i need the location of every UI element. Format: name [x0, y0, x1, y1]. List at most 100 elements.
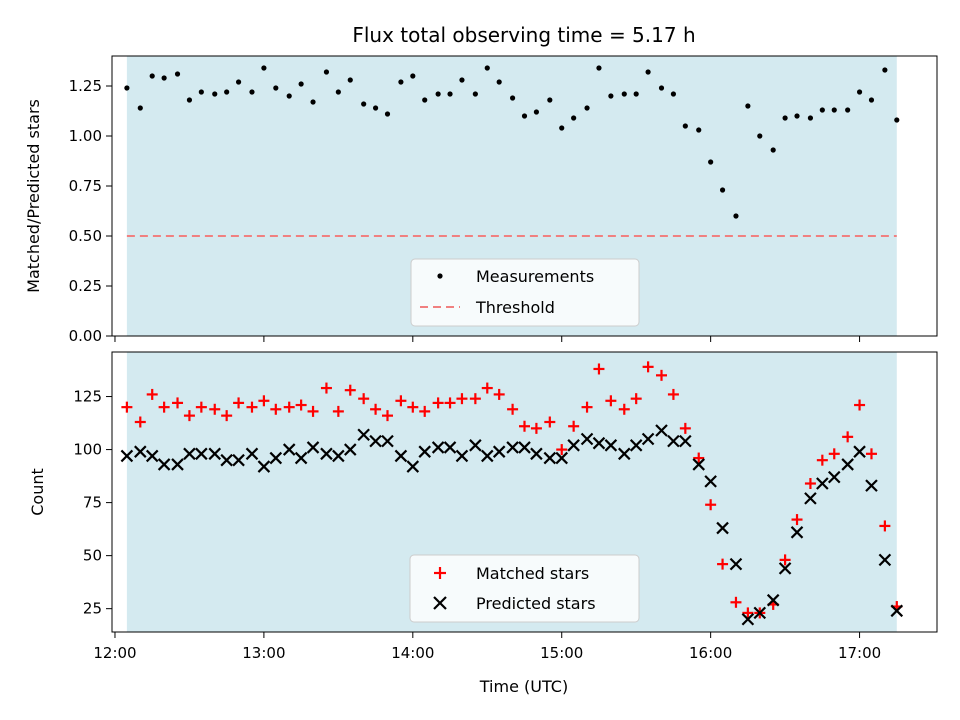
measurement-points: [124, 65, 900, 219]
matched-star-point: [804, 478, 816, 490]
matched-star-point: [221, 410, 233, 422]
measurement-point: [719, 187, 726, 193]
measurement-point: [894, 117, 900, 123]
top-legend-box: [410, 258, 640, 327]
measurement-point: [559, 125, 565, 131]
matched-star-point: [456, 393, 468, 405]
measurement-point: [782, 115, 788, 121]
bottom-x-tick-label: 15:00: [540, 644, 583, 662]
predicted-star-point: [357, 428, 370, 442]
matched-star-point: [209, 403, 221, 415]
measurement-point: [547, 97, 553, 103]
bottom-x-tick-label: 13:00: [242, 644, 285, 662]
x-axis-label: Time (UTC): [479, 677, 568, 696]
measurement-point: [745, 103, 751, 109]
predicted-star-point: [406, 460, 420, 473]
top-legend: Measurements Threshold: [410, 258, 640, 327]
predicted-star-point: [245, 447, 259, 461]
measurement-point: [347, 77, 353, 83]
predicted-star-point: [208, 447, 222, 461]
measurement-point: [584, 105, 590, 111]
predicted-star-point: [381, 434, 394, 448]
measurement-point: [372, 105, 379, 111]
matched-star-point: [556, 444, 568, 456]
measurement-point: [682, 123, 688, 129]
matched-star-point: [134, 416, 146, 428]
matched-star-point: [618, 403, 630, 415]
bottom-y-tick-label: 100: [73, 441, 102, 459]
predicted-star-point: [443, 441, 457, 454]
measurement-point: [174, 71, 181, 77]
predicted-star-point: [865, 479, 878, 492]
matched-star-point: [779, 554, 791, 566]
measurement-point: [856, 89, 863, 95]
matched-star-point: [828, 448, 840, 460]
predicted-star-point: [604, 439, 618, 452]
measurement-point: [161, 75, 167, 81]
bottom-y-tick-label: 25: [83, 600, 102, 618]
predicted-star-point: [492, 445, 506, 458]
measurement-point: [361, 101, 367, 107]
bottom-x-tick-label: 16:00: [689, 644, 732, 662]
predicted-star-point: [729, 557, 743, 571]
predicted-star-point: [257, 460, 271, 473]
matched-star-point: [381, 410, 393, 422]
predicted-star-point: [841, 458, 854, 471]
legend-matched-marker: [434, 567, 446, 579]
predicted-stars-points: [120, 424, 904, 626]
predicted-star-point: [804, 492, 817, 505]
measurement-point: [621, 91, 627, 97]
bottom-y-ticks: 25 50 75 100 125: [73, 388, 112, 618]
measurement-point: [596, 65, 602, 71]
chart-title: Flux total observing time = 5.17 h: [352, 23, 695, 47]
matched-star-point: [493, 388, 505, 400]
matched-star-point: [879, 520, 891, 532]
matched-star-point: [307, 405, 319, 417]
matched-star-point: [642, 361, 654, 373]
measurement-point: [757, 133, 763, 139]
matched-star-point: [742, 607, 754, 619]
matched-star-point: [432, 397, 444, 409]
predicted-star-point: [629, 439, 643, 452]
matched-star-point: [407, 401, 419, 413]
measurement-point: [323, 69, 330, 75]
matched-star-point: [121, 401, 133, 413]
predicted-star-point: [332, 449, 345, 463]
measurement-point: [696, 127, 702, 133]
predicted-star-point: [543, 451, 557, 465]
measurement-point: [447, 91, 453, 97]
predicted-star-point: [816, 477, 829, 490]
measurement-point: [608, 93, 614, 99]
predicted-star-point: [120, 449, 134, 463]
top-y-axis-label: Matched/Predicted stars: [24, 99, 43, 293]
predicted-star-point: [790, 526, 804, 539]
measurement-point: [398, 79, 404, 85]
bottom-legend-box: [409, 554, 640, 623]
predicted-star-point: [320, 447, 333, 461]
matched-star-point: [332, 405, 344, 417]
predicted-star-point: [567, 439, 580, 452]
matched-star-point: [519, 420, 530, 432]
predicted-star-point: [853, 445, 866, 458]
predicted-star-point: [592, 436, 606, 450]
predicted-star-point: [171, 458, 184, 471]
predicted-star-point: [617, 447, 631, 461]
matched-star-point: [195, 401, 207, 413]
legend-measurements-label: Measurements: [476, 267, 594, 286]
predicted-star-point: [778, 562, 792, 575]
top-y-tick-label: 0.00: [69, 327, 102, 345]
predicted-star-point: [692, 458, 706, 471]
measurement-point: [186, 97, 193, 103]
measurement-point: [819, 107, 825, 113]
predicted-star-point: [641, 432, 655, 446]
measurement-point: [670, 91, 677, 97]
predicted-star-point: [704, 475, 717, 488]
predicted-star-point: [655, 424, 668, 437]
predicted-star-point: [145, 449, 159, 463]
predicted-star-point: [766, 593, 780, 607]
measurement-point: [298, 81, 304, 87]
predicted-star-point: [455, 449, 469, 463]
measurement-point: [422, 97, 428, 103]
bottom-x-tick-label: 12:00: [93, 644, 136, 662]
